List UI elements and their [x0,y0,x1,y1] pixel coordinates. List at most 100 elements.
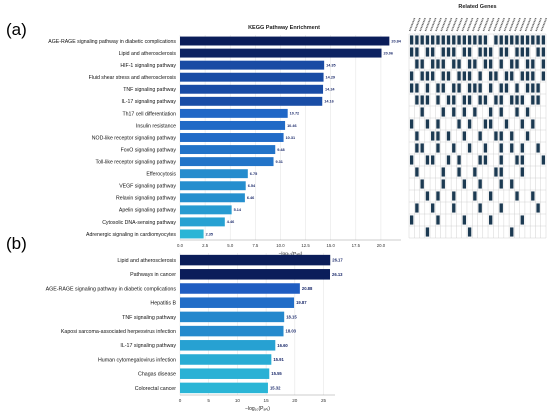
heatmap-cell [499,47,503,57]
heatmap-cell [499,143,503,153]
heatmap-cell [415,143,419,153]
heatmap-cell [525,59,530,69]
x-tick-label: 7.5 [252,243,259,248]
heatmap-cell [420,59,424,69]
heatmap-cell [483,59,488,69]
heatmap-cell [415,47,419,57]
heatmap-cell [520,35,524,45]
heatmap-cell [494,35,498,45]
heatmap-cell [488,47,493,57]
heatmap-cell [541,47,546,57]
bar [180,254,331,266]
heatmap-cell [510,131,514,141]
category-label: Th17 cell differentiation [122,111,176,117]
heatmap-cell [409,83,414,93]
heatmap-cell [499,59,503,69]
value-label: 20.84 [391,39,401,43]
gene-name-mark [461,17,469,32]
bar [180,354,272,365]
heatmap-cell [499,107,503,117]
gene-name-mark [440,17,447,32]
heatmap-cell [515,59,519,69]
heatmap-cell [431,131,435,141]
heatmap-cell [467,119,472,129]
category-label: Kaposi sarcoma-associated herpesvirus in… [61,329,176,335]
heatmap-cell [525,71,530,81]
heatmap-cell [425,35,430,45]
heatmap-cell [431,47,435,57]
bar [180,181,246,191]
heatmap-cell [473,191,477,201]
heatmap-cell [441,167,445,177]
bar [180,157,274,167]
category-label: Chagas disease [138,372,176,378]
chart-title: KEGG Pathway Enrichment [248,25,320,31]
heatmap-cell [441,59,445,69]
heatmap-cell [488,83,493,93]
heatmap-cell [478,179,482,189]
bar [180,108,288,118]
heatmap-cell [462,179,467,189]
category-label: Cytosolic DNA-sensing pathway [102,220,176,226]
category-label: HIF-1 signaling pathway [120,63,176,69]
bar [180,229,204,239]
heatmap-cell [436,191,440,201]
heatmap-cell [541,59,546,69]
heatmap-cell [473,167,477,177]
bar [180,205,232,215]
heatmap-cell [436,215,440,225]
x-tick-label: 20 [292,398,298,403]
value-label: 20.88 [302,286,313,291]
gene-name-mark [429,17,437,32]
value-label: 15.32 [270,385,281,390]
heatmap-cell [499,83,503,93]
heatmap-cell [420,95,424,105]
heatmap-cell [420,143,424,153]
category-label: TNF signaling pathway [122,315,176,321]
value-label: 18.15 [286,314,297,319]
gene-name-mark [482,17,490,32]
heatmap-cell [488,59,493,69]
heatmap-cell [541,71,546,81]
bar [180,48,382,58]
gene-name-mark [524,17,532,32]
value-label: 9.48 [277,148,284,152]
heatmap-cell [452,143,456,153]
gene-name-mark [445,17,453,32]
x-tick-label: 10.0 [276,243,285,248]
heatmap-cell [536,95,540,105]
gene-name-mark [456,17,463,32]
heatmap-cell [462,107,467,117]
category-label: Toll-like receptor signaling pathway [96,159,177,165]
heatmap-cell [504,71,509,81]
heatmap-cell [478,71,482,81]
heatmap-cell [525,47,530,57]
heatmap-cell [488,191,493,201]
category-label: Pathways in cancer [130,272,176,278]
heatmap-cell [494,95,498,105]
heatmap-cell [525,83,530,93]
category-label: Apelin signaling pathway [119,208,177,214]
heatmap-cell [478,203,482,213]
heatmap-cell [531,119,535,129]
heatmap-cell [462,47,467,57]
gene-name-mark [419,17,426,32]
heatmap-cell [436,119,440,129]
heatmap-cell [531,71,535,81]
heatmap-cell [531,59,535,69]
gene-name-mark [466,17,474,32]
category-label: Hepatitis B [150,301,176,307]
heatmap-cell [425,155,430,165]
value-label: 6.46 [247,196,254,200]
heatmap-cell [499,95,503,105]
heatmap-cell [515,95,519,105]
heatmap-cell [420,71,424,81]
heatmap-cell [467,35,472,45]
gene-name-mark [472,17,479,32]
heatmap-cell [483,47,488,57]
value-label: 16.60 [277,343,288,348]
heatmap-cell [446,95,451,105]
heatmap-cell [536,47,540,57]
heatmap-cell [515,155,519,165]
